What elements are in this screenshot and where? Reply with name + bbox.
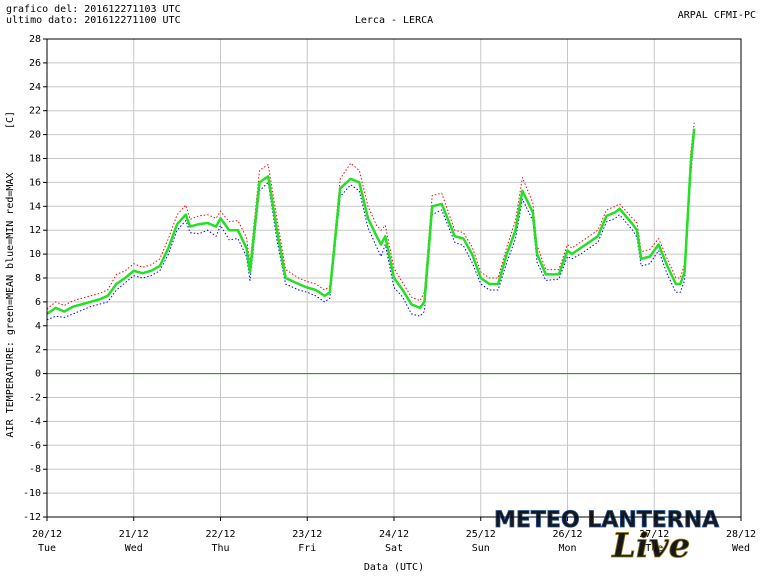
plot-frame (46, 38, 742, 518)
x-tick-weekday: Fri (298, 543, 316, 554)
header-line: ultimo dato: 201612271100 UTC (6, 15, 181, 26)
chart-title: Lerca - LERCA (355, 15, 433, 26)
x-tick-weekday: Thu (211, 543, 229, 554)
x-tick-weekday: Sun (472, 543, 490, 554)
y-tick-label: -6 (29, 440, 41, 451)
watermark: Live (611, 526, 690, 566)
x-tick-label: 24/12 (379, 529, 409, 540)
x-tick-label: 25/12 (466, 529, 496, 540)
y-tick-label: 6 (35, 297, 41, 308)
y-tick-label: 0 (35, 369, 41, 380)
x-tick-weekday: Mon (558, 543, 576, 554)
y-tick-label: 22 (29, 106, 41, 117)
x-tick-weekday: Wed (125, 543, 143, 554)
x-tick-label: 21/12 (119, 529, 149, 540)
x-tick-label: 27/12 (639, 529, 669, 540)
watermark: METEO LANTERNA (494, 508, 719, 533)
y-tick-label: -10 (23, 488, 41, 499)
x-tick-weekday: Tue (645, 543, 663, 554)
x-tick-weekday: Tue (38, 543, 56, 554)
y-tick-label: 24 (29, 82, 41, 93)
y-tick-label: -4 (29, 416, 41, 427)
x-tick-label: 20/12 (32, 529, 62, 540)
x-tick-label: 22/12 (205, 529, 235, 540)
x-tick-label: 26/12 (552, 529, 582, 540)
x-axis-label: Data (UTC) (364, 562, 424, 573)
y-tick-label: 26 (29, 58, 41, 69)
x-tick-label: 23/12 (292, 529, 322, 540)
y-tick-label: 16 (29, 177, 41, 188)
series-line (46, 134, 695, 321)
y-axis-label: AIR TEMPERATURE: green=MEAN blue=MIN red… (5, 173, 16, 438)
y-tick-label: -2 (29, 393, 41, 404)
y-tick-label: 8 (35, 273, 41, 284)
y-unit: [C] (5, 111, 16, 129)
y-tick-label: 12 (29, 225, 41, 236)
header-line: grafico del: 201612271103 UTC (6, 4, 181, 15)
x-tick-label: 28/12 (726, 529, 756, 540)
y-tick-label: 20 (29, 130, 41, 141)
y-tick-label: 4 (35, 321, 41, 332)
series-line (46, 128, 696, 315)
y-tick-label: 10 (29, 249, 41, 260)
x-tick-weekday: Sat (385, 543, 403, 554)
series-line (46, 122, 695, 310)
y-tick-label: -12 (23, 512, 41, 523)
y-tick-label: 14 (29, 201, 41, 212)
y-tick-label: -8 (29, 464, 41, 475)
y-tick-label: 2 (35, 345, 41, 356)
source: ARPAL CFMI-PC (678, 10, 756, 21)
y-tick-label: 18 (29, 154, 41, 165)
x-tick-weekday: Wed (732, 543, 750, 554)
y-tick-label: 28 (29, 34, 41, 45)
